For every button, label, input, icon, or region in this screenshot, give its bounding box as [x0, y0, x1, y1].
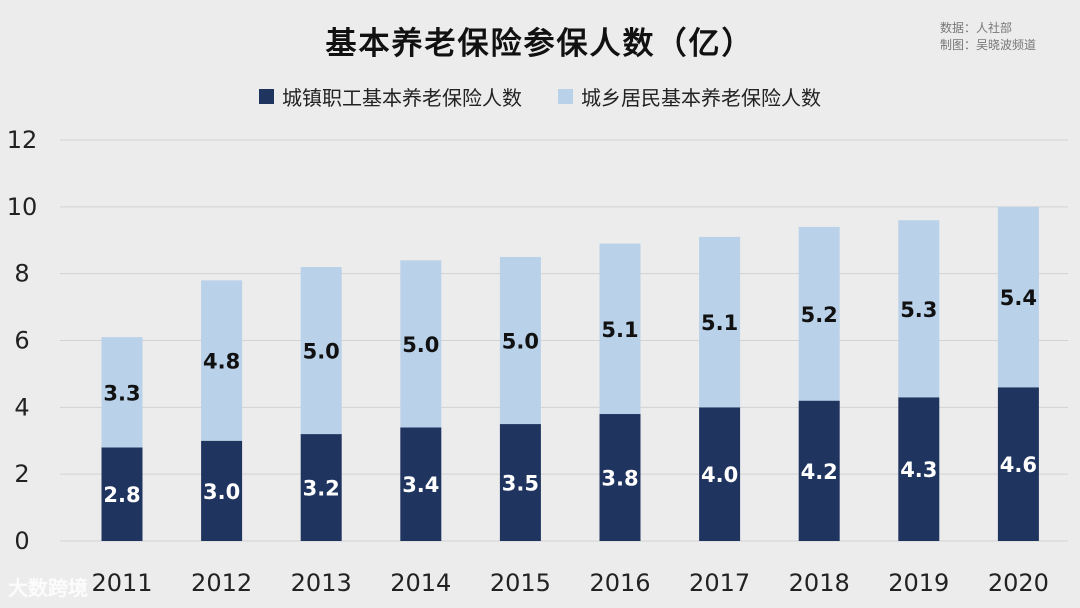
data-label-urban: 3.5: [502, 472, 539, 496]
bar-urban-2012: [201, 440, 243, 541]
data-label-rural: 5.3: [900, 298, 937, 322]
x-tick-label: 2019: [888, 569, 949, 597]
x-tick-label: 2014: [390, 569, 451, 597]
data-label-urban: 4.3: [900, 458, 937, 482]
data-label-urban: 3.0: [203, 480, 240, 504]
bar-urban-2018: [798, 400, 840, 541]
data-label-rural: 5.4: [1000, 286, 1037, 310]
legend-item-urban: 城镇职工基本养老保险人数: [259, 82, 522, 111]
legend-swatch-urban: [259, 89, 274, 104]
bar-rural-2014: [400, 260, 442, 428]
bar-urban-2015: [499, 424, 541, 541]
bar-urban-2014: [400, 427, 442, 541]
bar-rural-2015: [499, 256, 541, 425]
bar-urban-2020: [997, 387, 1039, 541]
bar-rural-2016: [599, 243, 641, 415]
x-tick-label: 2011: [91, 569, 152, 597]
x-tick-label: 2012: [191, 569, 252, 597]
y-tick-label: 4: [14, 393, 29, 421]
bar-urban-2017: [699, 407, 741, 541]
data-label-rural: 5.1: [601, 318, 638, 342]
bar-rural-2013: [300, 266, 342, 435]
data-label-urban: 4.6: [1000, 453, 1037, 477]
data-label-rural: 5.0: [502, 330, 539, 354]
data-label-rural: 4.8: [203, 350, 240, 374]
y-tick-label: 10: [7, 193, 38, 221]
bar-urban-2013: [300, 434, 342, 541]
x-tick-label: 2017: [689, 569, 750, 597]
source-data-line: 数据：人社部: [940, 21, 1013, 35]
data-label-urban: 4.2: [801, 460, 838, 484]
x-tick-label: 2016: [589, 569, 650, 597]
source-author-line: 制图：吴晓波频道: [940, 38, 1037, 52]
chart-title: 基本养老保险参保人数（亿）: [325, 26, 755, 62]
data-label-urban: 4.0: [701, 463, 738, 487]
data-label-rural: 5.0: [402, 333, 439, 357]
source-note: 数据：人社部 制图：吴晓波频道: [940, 20, 1036, 54]
y-tick-label: 0: [14, 527, 29, 555]
legend: 城镇职工基本养老保险人数 城乡居民基本养老保险人数: [0, 82, 1080, 111]
legend-label-urban: 城镇职工基本养老保险人数: [282, 86, 522, 110]
data-label-urban: 3.4: [402, 473, 439, 497]
x-tick-label: 2020: [988, 569, 1049, 597]
legend-label-rural: 城乡居民基本养老保险人数: [581, 86, 821, 110]
data-label-rural: 5.1: [701, 311, 738, 335]
y-tick-label: 2: [14, 460, 29, 488]
data-label-urban: 3.2: [303, 477, 340, 501]
bar-rural-2011: [101, 337, 143, 448]
data-label-urban: 3.8: [601, 467, 638, 491]
data-label-rural: 5.0: [303, 340, 340, 364]
legend-swatch-rural: [558, 89, 573, 104]
watermark: 大数跨境: [8, 576, 88, 600]
x-tick-label: 2018: [789, 569, 850, 597]
bar-urban-2016: [599, 414, 641, 541]
bar-rural-2012: [201, 280, 243, 441]
bar-rural-2019: [898, 220, 940, 398]
data-label-urban: 2.8: [103, 483, 140, 507]
bar-rural-2018: [798, 226, 840, 401]
bar-rural-2020: [997, 206, 1039, 388]
legend-item-rural: 城乡居民基本养老保险人数: [558, 82, 821, 111]
y-tick-label: 8: [14, 260, 29, 288]
bar-rural-2017: [699, 236, 741, 408]
bar-urban-2011: [101, 447, 143, 541]
y-tick-label: 12: [7, 126, 38, 154]
data-label-rural: 5.2: [801, 303, 838, 327]
x-tick-label: 2013: [291, 569, 352, 597]
y-tick-label: 6: [14, 327, 29, 355]
bar-urban-2019: [898, 397, 940, 541]
x-tick-label: 2015: [490, 569, 551, 597]
data-label-rural: 3.3: [103, 381, 140, 405]
